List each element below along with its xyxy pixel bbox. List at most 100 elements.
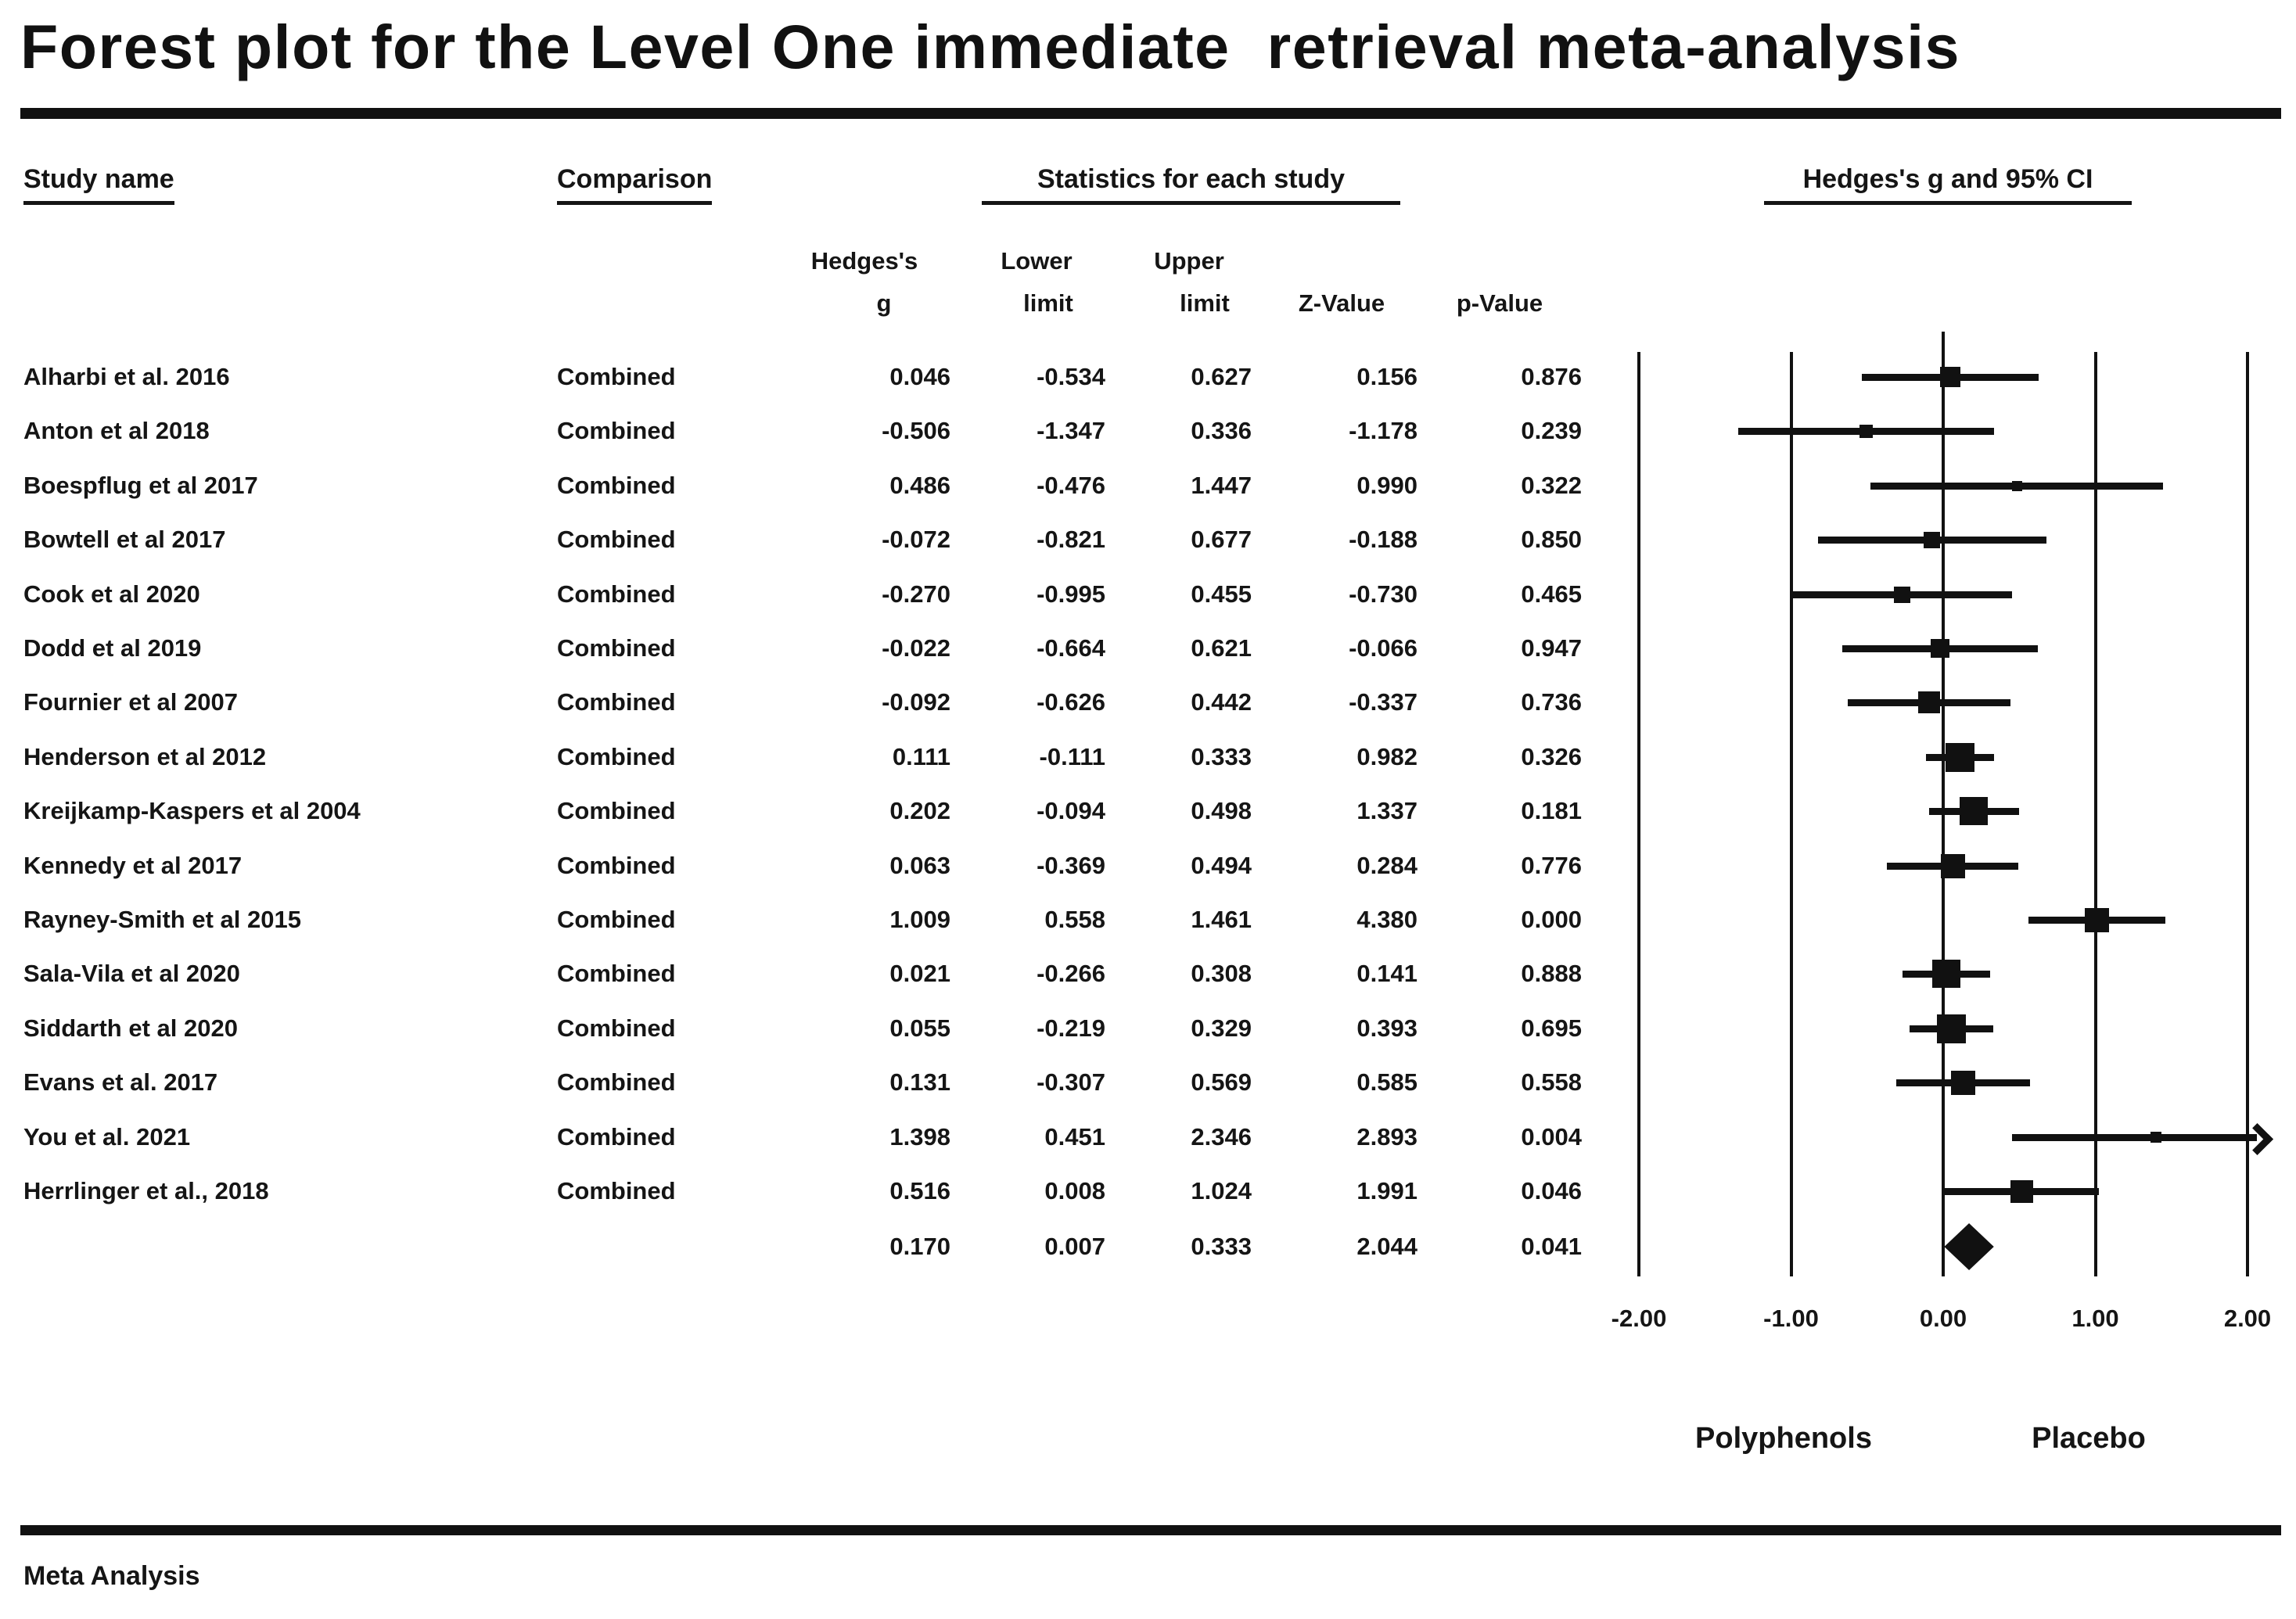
study-stat-value: 2.893: [1356, 1123, 1417, 1151]
study-stat-value: 0.239: [1521, 417, 1582, 444]
column-header-comparison-wrap: Comparison: [557, 164, 713, 205]
comparison-value: Combined: [557, 634, 676, 662]
study-stat-value: -1.178: [1349, 417, 1417, 444]
study-stat-value: -0.337: [1349, 688, 1417, 716]
study-stat-value: 0.055: [889, 1014, 950, 1042]
column-header-study-wrap: Study name: [23, 164, 174, 205]
study-stat-value: 2.346: [1191, 1123, 1252, 1151]
gridline: [2093, 352, 2097, 1276]
study-stat-value: 1.398: [889, 1123, 950, 1151]
study-stat-value: 0.516: [889, 1177, 950, 1204]
study-stat-value: 0.627: [1191, 363, 1252, 390]
effect-square: [1960, 797, 1989, 825]
summary-stat-value: 0.007: [1044, 1233, 1105, 1260]
study-stat-value: 0.585: [1356, 1068, 1417, 1096]
gridline: [2246, 352, 2249, 1276]
subheader-hedges-g-line2: g: [876, 289, 892, 317]
study-name: Siddarth et al 2020: [23, 1014, 238, 1042]
effect-square: [2084, 907, 2109, 932]
zero-gridline: [1942, 332, 1945, 1276]
effect-square: [1859, 424, 1874, 438]
study-stat-value: 0.677: [1191, 526, 1252, 553]
page-title: Forest plot for the Level One immediate …: [20, 12, 1960, 81]
comparison-value: Combined: [557, 688, 676, 716]
footer-label: Meta Analysis: [23, 1561, 200, 1591]
right-group-label: Placebo: [2032, 1422, 2146, 1455]
effect-square: [1893, 586, 1910, 603]
effect-square: [1939, 367, 1960, 387]
study-stat-value: 1.447: [1191, 472, 1252, 499]
study-stat-value: 0.008: [1044, 1177, 1105, 1204]
column-header-stats: Statistics for each study: [982, 164, 1400, 205]
study-name: Anton et al 2018: [23, 417, 210, 444]
effect-square: [1930, 639, 1949, 658]
title-rule: [20, 108, 2281, 119]
study-name: Alharbi et al. 2016: [23, 363, 230, 390]
study-stat-value: 0.181: [1521, 797, 1582, 824]
column-header-comparison: Comparison: [557, 164, 713, 205]
column-header-study: Study name: [23, 164, 174, 205]
study-stat-value: -0.995: [1037, 580, 1105, 608]
study-stat-value: -0.266: [1037, 960, 1105, 987]
study-stat-value: -0.476: [1037, 472, 1105, 499]
study-stat-value: -0.626: [1037, 688, 1105, 716]
comparison-value: Combined: [557, 797, 676, 824]
ci-line: [2011, 1134, 2257, 1141]
study-stat-value: -0.307: [1037, 1068, 1105, 1096]
study-stat-value: 0.982: [1356, 743, 1417, 770]
effect-square: [1918, 691, 1941, 713]
study-stat-value: 0.451: [1044, 1123, 1105, 1151]
study-stat-value: 0.455: [1191, 580, 1252, 608]
study-stat-value: 0.329: [1191, 1014, 1252, 1042]
study-stat-value: -0.111: [1039, 743, 1105, 770]
study-stat-value: 0.947: [1521, 634, 1582, 662]
study-stat-value: 0.111: [892, 743, 950, 770]
study-stat-value: -0.534: [1037, 363, 1105, 390]
x-axis-tick-label: 1.00: [2071, 1305, 2119, 1332]
study-stat-value: 0.308: [1191, 960, 1252, 987]
comparison-value: Combined: [557, 960, 676, 987]
subheader-hedges-g-line1: Hedges's: [810, 247, 918, 275]
study-name: Kreijkamp-Kaspers et al 2004: [23, 797, 361, 824]
study-stat-value: 0.393: [1356, 1014, 1417, 1042]
study-stat-value: -0.072: [882, 526, 950, 553]
study-stat-value: 0.004: [1521, 1123, 1582, 1151]
effect-square: [1932, 960, 1961, 988]
x-axis-tick-label: 0.00: [1919, 1305, 1967, 1332]
study-stat-value: 0.326: [1521, 743, 1582, 770]
study-stat-value: -0.506: [882, 417, 950, 444]
study-name: Herrlinger et al., 2018: [23, 1177, 269, 1204]
study-stat-value: 0.498: [1191, 797, 1252, 824]
study-name: Henderson et al 2012: [23, 743, 267, 770]
study-stat-value: -0.066: [1349, 634, 1417, 662]
study-stat-value: 0.888: [1521, 960, 1582, 987]
column-header-plot: Hedges's g and 95% CI: [1764, 164, 2132, 205]
study-stat-value: 0.494: [1191, 852, 1252, 879]
study-stat-value: 0.776: [1521, 852, 1582, 879]
study-name: Dodd et al 2019: [23, 634, 202, 662]
study-stat-value: 0.876: [1521, 363, 1582, 390]
study-stat-value: 1.337: [1356, 797, 1417, 824]
study-stat-value: 0.202: [889, 797, 950, 824]
column-header-plot-wrap: Hedges's g and 95% CI: [1764, 164, 2132, 205]
study-stat-value: 0.336: [1191, 417, 1252, 444]
study-name: Kennedy et al 2017: [23, 852, 243, 879]
comparison-value: Combined: [557, 743, 676, 770]
study-stat-value: 0.695: [1521, 1014, 1582, 1042]
x-axis-tick-label: 2.00: [2223, 1305, 2272, 1332]
study-stat-value: -0.730: [1349, 580, 1417, 608]
effect-square: [1924, 531, 1941, 548]
gridline: [1637, 352, 1640, 1276]
study-stat-value: 0.156: [1356, 363, 1417, 390]
study-stat-value: -0.369: [1037, 852, 1105, 879]
study-stat-value: 0.465: [1521, 580, 1582, 608]
study-name: Cook et al 2020: [23, 580, 200, 608]
study-stat-value: 0.021: [889, 960, 950, 987]
summary-diamond: [1944, 1223, 1994, 1270]
study-stat-value: 0.442: [1191, 688, 1252, 716]
study-name: Evans et al. 2017: [23, 1068, 218, 1096]
effect-square: [1946, 742, 1975, 772]
study-stat-value: -0.188: [1349, 526, 1417, 553]
study-name: Rayney-Smith et al 2015: [23, 906, 301, 933]
study-stat-value: 1.009: [889, 906, 950, 933]
